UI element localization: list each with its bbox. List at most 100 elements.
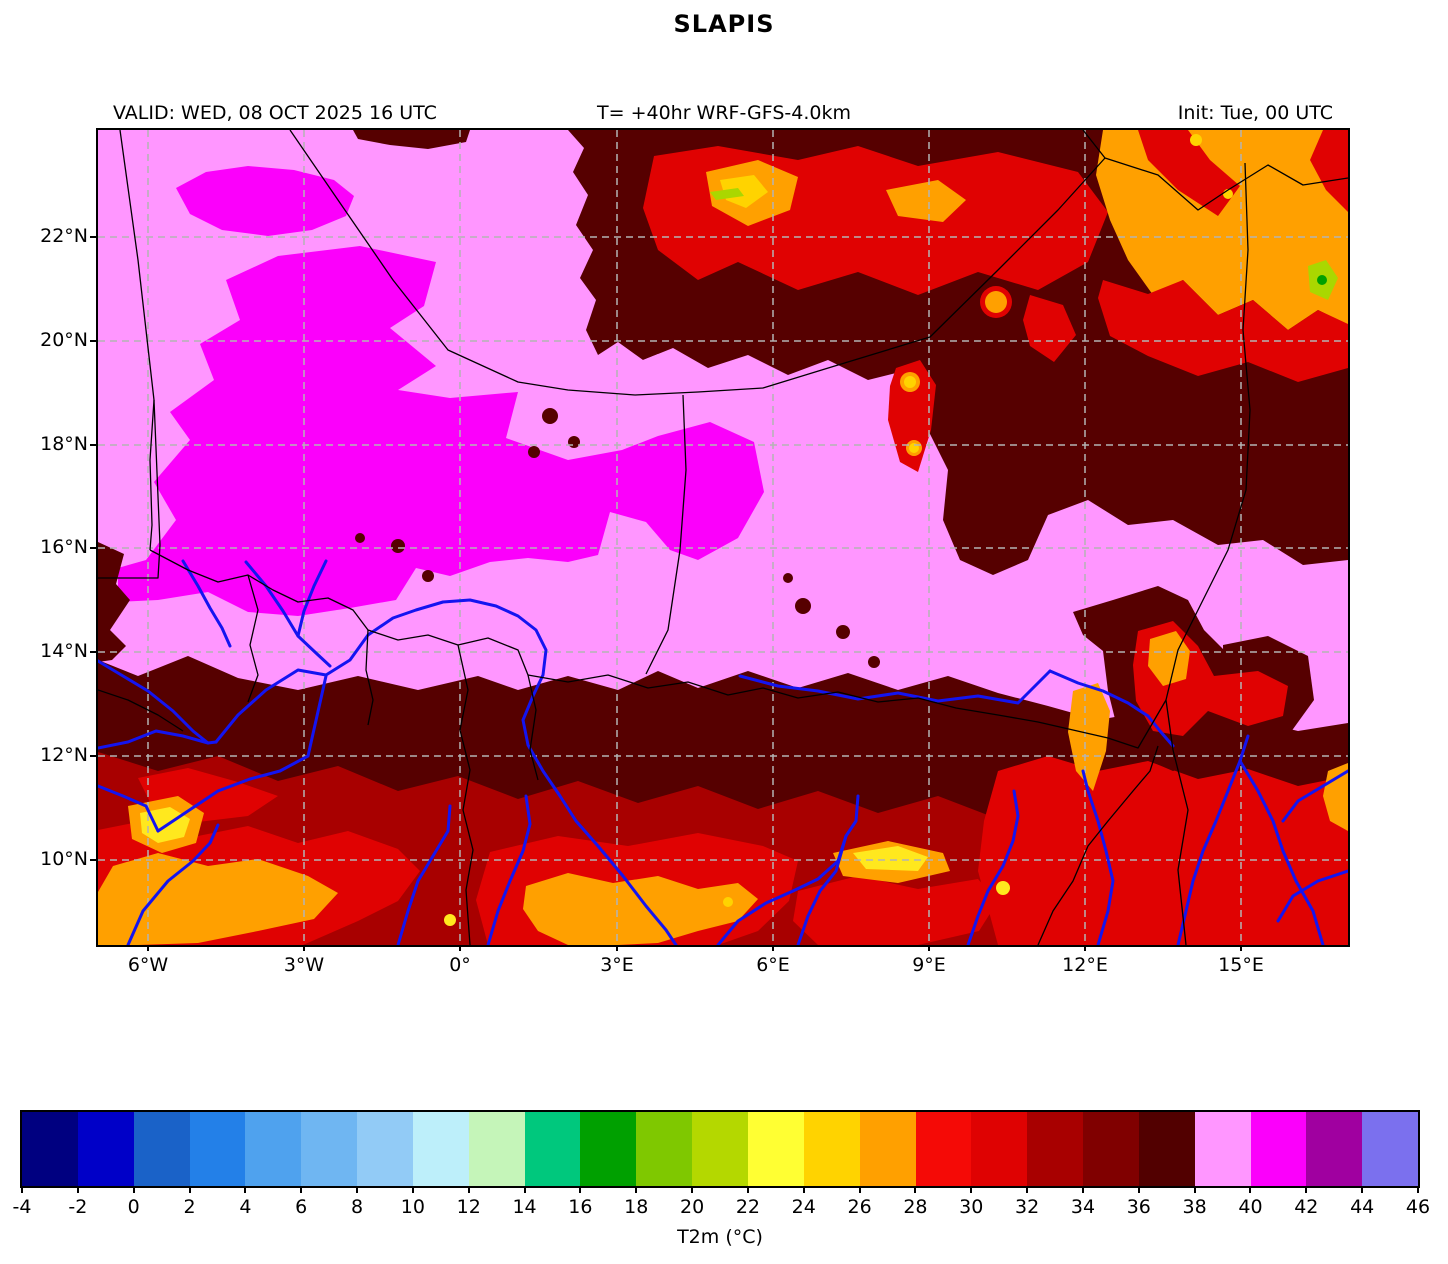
colorbar-segment	[412, 1112, 469, 1186]
river	[716, 794, 860, 945]
colorbar-tick	[579, 1186, 582, 1193]
region-north-red-region	[643, 146, 1108, 295]
spot	[528, 446, 540, 458]
spot	[355, 533, 365, 543]
colorbar-segment	[915, 1112, 972, 1186]
colorbar-tick-label: 28	[903, 1196, 928, 1218]
spot	[568, 436, 580, 448]
colorbar-segment	[580, 1112, 637, 1186]
temperature-map	[98, 130, 1348, 945]
colorbar-tick-label: 34	[1070, 1196, 1096, 1218]
x-axis-tick-label: 0°	[449, 954, 471, 976]
colorbar-segment	[524, 1112, 581, 1186]
colorbar-tick	[188, 1186, 191, 1193]
x-axis-tick-label: 6°W	[127, 954, 169, 976]
region-magenta-main-blob	[118, 246, 764, 616]
model-run-label: T= +40hr WRF-GFS-4.0km	[597, 102, 851, 124]
spot	[422, 570, 434, 582]
colorbar-tick	[300, 1186, 303, 1193]
colorbar-tick-label: 6	[295, 1196, 308, 1218]
region-west-dark-wedge	[98, 542, 130, 662]
colorbar-segment	[859, 1112, 916, 1186]
colorbar-tick	[746, 1186, 749, 1193]
colorbar-segment	[1027, 1112, 1084, 1186]
region-north-orange-2	[886, 180, 966, 222]
colorbar-tick	[21, 1186, 23, 1193]
colorbar-tick-label: 12	[456, 1196, 481, 1218]
colorbar-tick	[635, 1186, 638, 1193]
colorbar-tick	[1193, 1186, 1196, 1193]
river	[98, 784, 160, 833]
region-magenta-upper-blob	[176, 166, 354, 236]
region-north-yellow-air	[720, 175, 768, 208]
region-north-red-spur	[1023, 295, 1076, 362]
colorbar-segment	[1306, 1112, 1363, 1186]
colorbar-tick	[914, 1186, 917, 1193]
country-border	[1082, 130, 1106, 159]
spot	[542, 408, 558, 424]
y-axis-tick-label: 14°N	[40, 640, 88, 662]
region-south-orange-strip-e	[1068, 683, 1110, 791]
x-axis-tick-label: 3°E	[600, 954, 634, 976]
colorbar-segment	[357, 1112, 413, 1186]
x-axis-tick-label: 6°E	[756, 954, 790, 976]
colorbar-tick	[1361, 1186, 1364, 1193]
river	[181, 559, 232, 648]
colorbar-segment	[1083, 1112, 1139, 1186]
x-axis-tick-label: 15°E	[1218, 954, 1264, 976]
colorbar-label: T2m (°C)	[677, 1226, 763, 1248]
colorbar-tick-label: 26	[847, 1196, 872, 1218]
x-axis-tick	[459, 945, 461, 951]
river	[396, 804, 452, 945]
country-border	[457, 644, 474, 945]
country-border	[365, 629, 374, 726]
x-axis-tick	[928, 945, 930, 951]
colorbar-segment	[636, 1112, 693, 1186]
colorbar-tick-label: 14	[512, 1196, 537, 1218]
x-axis-tick	[616, 945, 618, 951]
colorbar-tick-label: 2	[183, 1196, 196, 1218]
y-axis-tick-label: 12°N	[40, 744, 88, 766]
spot	[1190, 134, 1202, 146]
colorbar-tick-label: 46	[1405, 1196, 1431, 1218]
country-border	[98, 399, 161, 579]
x-axis-tick	[303, 945, 305, 951]
region-lakechad-orange	[1148, 631, 1190, 686]
river	[214, 598, 678, 945]
country-border	[1104, 157, 1348, 211]
colorbar-tick-label: 36	[1126, 1196, 1151, 1218]
spot	[444, 914, 456, 926]
colorbar-segment	[301, 1112, 358, 1186]
region-topright-red-b	[1310, 130, 1348, 212]
y-axis-tick-label: 10°N	[40, 848, 88, 870]
colorbar-segment	[133, 1112, 190, 1186]
colorbar-segment	[1194, 1112, 1251, 1186]
colorbar-tick-label: 24	[791, 1196, 816, 1218]
colorbar-segment	[1138, 1112, 1195, 1186]
country-border	[1037, 745, 1159, 945]
spot	[996, 881, 1010, 895]
colorbar-tick-label: 44	[1350, 1196, 1375, 1218]
river	[1238, 759, 1325, 945]
region-south-red-east	[978, 756, 1348, 945]
colorbar-tick-label: 30	[959, 1196, 984, 1218]
river	[98, 659, 210, 745]
river	[244, 560, 332, 668]
y-axis-tick	[90, 444, 96, 446]
y-axis-tick	[90, 236, 96, 238]
spot	[795, 598, 811, 614]
colorbar-tick	[523, 1186, 526, 1193]
x-axis-tick	[147, 945, 149, 951]
colorbar-segment	[1362, 1112, 1419, 1186]
spot	[836, 625, 850, 639]
colorbar-tick	[356, 1186, 359, 1193]
x-axis-tick	[772, 945, 774, 951]
country-border	[119, 130, 155, 551]
region-south-orange-e2	[1323, 763, 1348, 831]
y-axis-tick	[90, 651, 96, 653]
y-axis-tick	[90, 859, 96, 861]
region-topright-red-a	[1138, 130, 1240, 216]
page-title: SLAPIS	[673, 10, 775, 38]
country-border	[527, 674, 539, 781]
country-border	[289, 130, 636, 396]
